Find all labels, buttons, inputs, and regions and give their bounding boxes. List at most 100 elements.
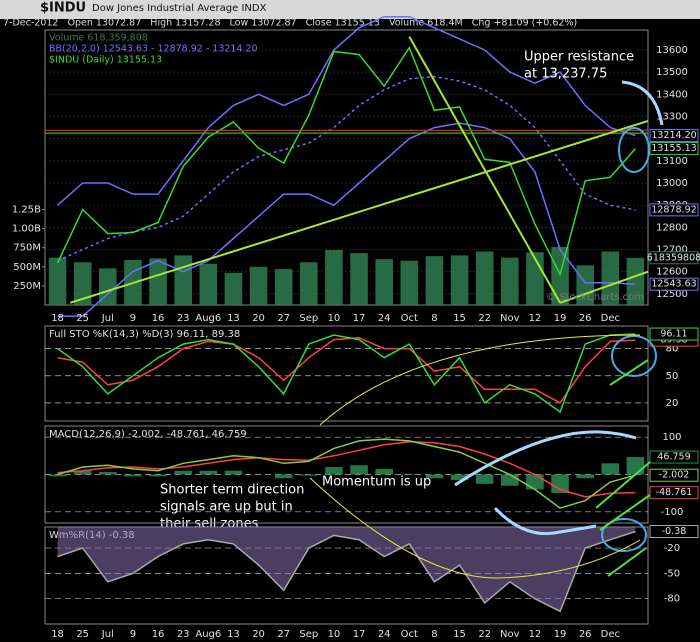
- value-tag: [649, 142, 699, 156]
- x-tick-label: 10: [328, 629, 341, 640]
- bar: [99, 471, 117, 475]
- drawings: [309, 80, 664, 579]
- x-tick-label: 8: [431, 629, 437, 640]
- x-tick-label: 25: [76, 629, 89, 640]
- bar: [124, 474, 142, 477]
- annotation: Shorter term direction: [160, 483, 304, 498]
- plots: 1250012600127001280012900130001310013200…: [12, 15, 700, 640]
- value-tag-label: -48.761: [656, 487, 693, 498]
- momentum-curve: [493, 506, 597, 536]
- bar: [601, 251, 620, 305]
- bar: [99, 268, 117, 305]
- x-tick-label: 18: [51, 313, 64, 324]
- y-tick-label: 13600: [656, 45, 688, 56]
- panel-title: Full STO %K(14,3) %D(3) 96.11, 89.38: [49, 329, 240, 340]
- legend-entry: $INDU (Daily) 13155.13: [49, 55, 162, 66]
- x-tick-label: 27: [277, 629, 290, 640]
- x-tick-label: 16: [152, 629, 165, 640]
- bar: [224, 272, 243, 305]
- panel-title: MACD(12,26,9) -2.002, -48.761, 46.759: [49, 429, 247, 440]
- value-tag-label: -0.38: [662, 526, 687, 537]
- value-tag: [649, 327, 699, 341]
- bar: [450, 255, 469, 305]
- bar: [274, 269, 293, 305]
- bar: [350, 253, 368, 305]
- x-tick-label: 20: [252, 629, 265, 640]
- bar: [400, 260, 419, 305]
- x-tick-label: 22: [478, 313, 491, 324]
- value-tag-label: -2.002: [659, 470, 690, 481]
- series-line: [57, 440, 636, 498]
- trendline: [408, 36, 561, 304]
- bar: [375, 259, 393, 305]
- x-tick-label: 13: [227, 629, 240, 640]
- symbol: $INDU: [40, 1, 86, 16]
- bar: [475, 474, 494, 484]
- area: [57, 527, 636, 612]
- x-tick-label: 23: [177, 629, 190, 640]
- yellow-curve: [319, 334, 641, 426]
- y-tick-label: 13400: [656, 89, 688, 100]
- symbol-name: Dow Jones Industrial Average INDX: [92, 3, 267, 14]
- bar: [501, 257, 519, 305]
- x-tick-label: Oct: [401, 313, 418, 324]
- x-tick-label: 12: [529, 313, 542, 324]
- annotation: signals are up but in: [160, 500, 293, 515]
- x-tick-label: Aug6: [195, 629, 221, 640]
- series-line: [57, 333, 636, 414]
- series-line: [57, 122, 636, 317]
- x-tick-label: Nov: [500, 629, 520, 640]
- bar: [626, 257, 645, 305]
- value-tag: [649, 129, 699, 143]
- series-line: [57, 75, 636, 262]
- arrow-curve: [621, 80, 664, 126]
- x-tick-label: 24: [378, 629, 391, 640]
- annotation: at 13,237.75: [524, 67, 607, 82]
- bar: [375, 468, 393, 475]
- x-tick-label: 25: [76, 313, 89, 324]
- bar: [425, 256, 444, 305]
- trend-stroke: [595, 359, 651, 577]
- series-line: [57, 530, 636, 613]
- value-tag: [649, 203, 699, 217]
- series-line: [57, 337, 636, 404]
- circle: [618, 127, 650, 173]
- value-tag-label: 12543.63: [651, 279, 696, 290]
- panel-frame: [44, 29, 649, 306]
- bar: [149, 474, 167, 477]
- x-tick-label: 17: [353, 313, 366, 324]
- value-tag-label: 13214.20: [651, 130, 696, 141]
- bar: [174, 255, 192, 305]
- value-tag-label: 12878.92: [651, 204, 696, 215]
- y2-tick-label: 1.25B: [12, 205, 41, 216]
- annotation: Upper resistance: [524, 50, 634, 65]
- value-tag: [649, 525, 699, 539]
- bar: [526, 474, 544, 490]
- value-tag: [649, 251, 699, 265]
- value-tag: [649, 486, 699, 500]
- y-tick-label: 80: [666, 344, 679, 355]
- bar: [73, 262, 92, 305]
- x-tick-label: 24: [378, 313, 391, 324]
- y2-tick-label: 250M: [13, 281, 41, 292]
- bar: [350, 465, 368, 475]
- y-tick-label: 12700: [656, 245, 688, 256]
- bar: [274, 474, 293, 479]
- bar: [199, 470, 218, 475]
- x-tick-label: Dec: [601, 629, 620, 640]
- y-tick-label: 12600: [656, 267, 688, 278]
- y-tick-label: 13300: [656, 111, 688, 122]
- quote: 7-Dec-2012 Open 13072.87 High 13157.28 L…: [3, 18, 577, 29]
- x-tick-label: Nov: [500, 313, 520, 324]
- x-tick-label: 10: [328, 313, 341, 324]
- bar: [48, 257, 67, 305]
- value-tag-label: 13155.13: [651, 143, 696, 154]
- x-tick-label: 20: [252, 313, 265, 324]
- value-tag-label: 96.11: [660, 329, 687, 340]
- bar: [149, 258, 167, 305]
- x-tick-label: 27: [277, 313, 290, 324]
- series-line: [57, 15, 636, 206]
- bar: [576, 474, 594, 479]
- bar: [475, 251, 494, 305]
- x-tick-label: 8: [431, 313, 437, 324]
